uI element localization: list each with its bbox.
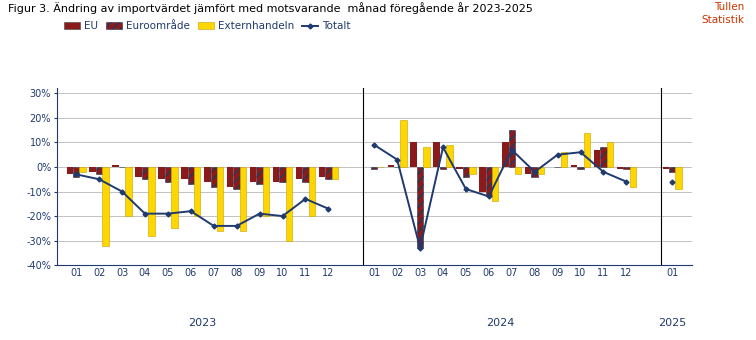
Bar bbox=[171, 167, 178, 228]
Bar bbox=[440, 167, 446, 169]
Bar bbox=[531, 167, 538, 177]
Bar bbox=[617, 167, 623, 169]
Bar bbox=[423, 147, 429, 167]
Text: 2023: 2023 bbox=[188, 318, 216, 328]
Text: Figur 3. Ändring av importvärdet jämfört med motsvarande  månad föregående år 20: Figur 3. Ändring av importvärdet jämfört… bbox=[8, 2, 532, 14]
Bar bbox=[584, 133, 590, 167]
Bar bbox=[571, 165, 578, 167]
Legend: EU, Euroområde, Externhandeln, Totalt: EU, Euroområde, Externhandeln, Totalt bbox=[62, 19, 353, 34]
Bar bbox=[578, 167, 584, 169]
Bar bbox=[525, 167, 531, 174]
Bar bbox=[492, 167, 498, 201]
Bar bbox=[600, 147, 606, 167]
Bar bbox=[479, 167, 485, 191]
Bar bbox=[296, 167, 302, 179]
Bar bbox=[388, 165, 394, 167]
Bar bbox=[325, 167, 332, 179]
Bar bbox=[319, 167, 325, 177]
Bar bbox=[538, 167, 544, 174]
Bar bbox=[240, 167, 246, 231]
Bar bbox=[102, 167, 109, 245]
Bar bbox=[485, 167, 492, 197]
Bar bbox=[158, 167, 165, 179]
Bar bbox=[135, 167, 142, 177]
Bar bbox=[279, 167, 286, 182]
Bar bbox=[204, 167, 210, 182]
Bar bbox=[509, 130, 515, 167]
Bar bbox=[302, 167, 308, 182]
Bar bbox=[308, 167, 315, 216]
Bar bbox=[446, 145, 453, 167]
Bar bbox=[125, 167, 132, 216]
Bar bbox=[181, 167, 187, 179]
Bar bbox=[433, 142, 440, 167]
Text: 2024: 2024 bbox=[486, 318, 515, 328]
Bar bbox=[234, 167, 240, 189]
Bar bbox=[463, 167, 469, 177]
Bar bbox=[561, 152, 567, 167]
Bar bbox=[113, 165, 119, 167]
Bar bbox=[630, 167, 636, 187]
Bar bbox=[263, 167, 269, 216]
Bar bbox=[515, 167, 522, 174]
Bar bbox=[165, 167, 171, 182]
Bar bbox=[401, 120, 407, 167]
Bar bbox=[227, 167, 234, 187]
Bar bbox=[457, 167, 463, 169]
Bar bbox=[502, 142, 509, 167]
Bar bbox=[606, 142, 613, 167]
Bar bbox=[96, 167, 102, 174]
Bar bbox=[194, 167, 200, 216]
Bar bbox=[332, 167, 338, 179]
Bar bbox=[675, 167, 682, 189]
Text: 2025: 2025 bbox=[658, 318, 686, 328]
Bar bbox=[669, 167, 675, 172]
Bar bbox=[79, 167, 86, 172]
Bar bbox=[256, 167, 263, 184]
Bar bbox=[594, 150, 600, 167]
Bar bbox=[210, 167, 217, 187]
Bar bbox=[662, 167, 669, 169]
Bar bbox=[217, 167, 223, 231]
Bar bbox=[250, 167, 256, 182]
Bar bbox=[67, 167, 73, 174]
Bar bbox=[411, 142, 417, 167]
Bar bbox=[273, 167, 279, 182]
Bar bbox=[187, 167, 194, 184]
Bar bbox=[142, 167, 148, 179]
Bar bbox=[286, 167, 292, 241]
Bar bbox=[148, 167, 154, 236]
Bar bbox=[417, 167, 423, 248]
Bar bbox=[73, 167, 79, 177]
Bar bbox=[469, 167, 476, 174]
Bar bbox=[89, 167, 96, 172]
Bar bbox=[623, 167, 630, 169]
Text: Tullen
Statistik: Tullen Statistik bbox=[702, 2, 745, 25]
Bar bbox=[371, 167, 377, 169]
